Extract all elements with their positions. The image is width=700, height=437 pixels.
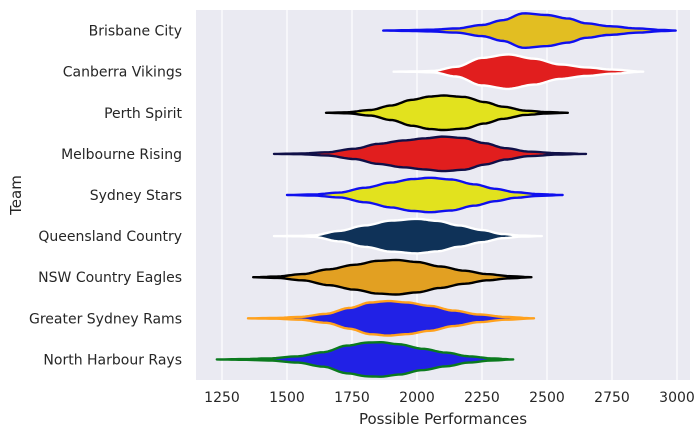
y-axis-label: Team bbox=[7, 175, 25, 216]
violin-nsw-country-eagles bbox=[252, 258, 533, 296]
y-tick-labels: Brisbane City Canberra Vikings Perth Spiri… bbox=[29, 24, 183, 369]
x-tick-label: 2250 bbox=[464, 390, 500, 406]
x-tick-label: 3000 bbox=[659, 390, 695, 406]
violins bbox=[215, 12, 677, 378]
violin-sydney-stars bbox=[285, 176, 564, 214]
y-tick-label: Queensland Country bbox=[38, 229, 182, 245]
y-tick-label: Perth Spirit bbox=[104, 106, 182, 122]
violin-perth-spirit bbox=[324, 94, 569, 132]
violin-north-harbour-rays bbox=[215, 341, 515, 378]
x-tick-label: 1250 bbox=[204, 390, 240, 406]
violin-canberra-vikings bbox=[392, 53, 645, 91]
x-tick-label: 1750 bbox=[334, 390, 370, 406]
violin-brisbane-city bbox=[382, 12, 677, 49]
violin-melbourne-rising bbox=[272, 135, 588, 173]
violin-greater-sydney-rams bbox=[246, 299, 536, 337]
violin-queensland-country bbox=[272, 217, 543, 255]
x-tick-label: 1500 bbox=[269, 390, 305, 406]
y-tick-label: Sydney Stars bbox=[90, 188, 182, 204]
x-tick-label: 2750 bbox=[594, 390, 630, 406]
y-tick-label: Canberra Vikings bbox=[63, 65, 182, 81]
y-tick-label: North Harbour Rays bbox=[43, 352, 182, 368]
x-tick-labels: 1250 1500 1750 2000 2250 2500 2750 3000 bbox=[204, 390, 695, 406]
x-tick-label: 2500 bbox=[529, 390, 565, 406]
x-tick-label: 2000 bbox=[399, 390, 435, 406]
y-tick-label: NSW Country Eagles bbox=[38, 270, 182, 286]
x-axis-label: Possible Performances bbox=[359, 410, 527, 428]
y-tick-label: Brisbane City bbox=[89, 24, 182, 40]
y-tick-label: Greater Sydney Rams bbox=[29, 311, 182, 327]
y-tick-label: Melbourne Rising bbox=[61, 147, 182, 163]
